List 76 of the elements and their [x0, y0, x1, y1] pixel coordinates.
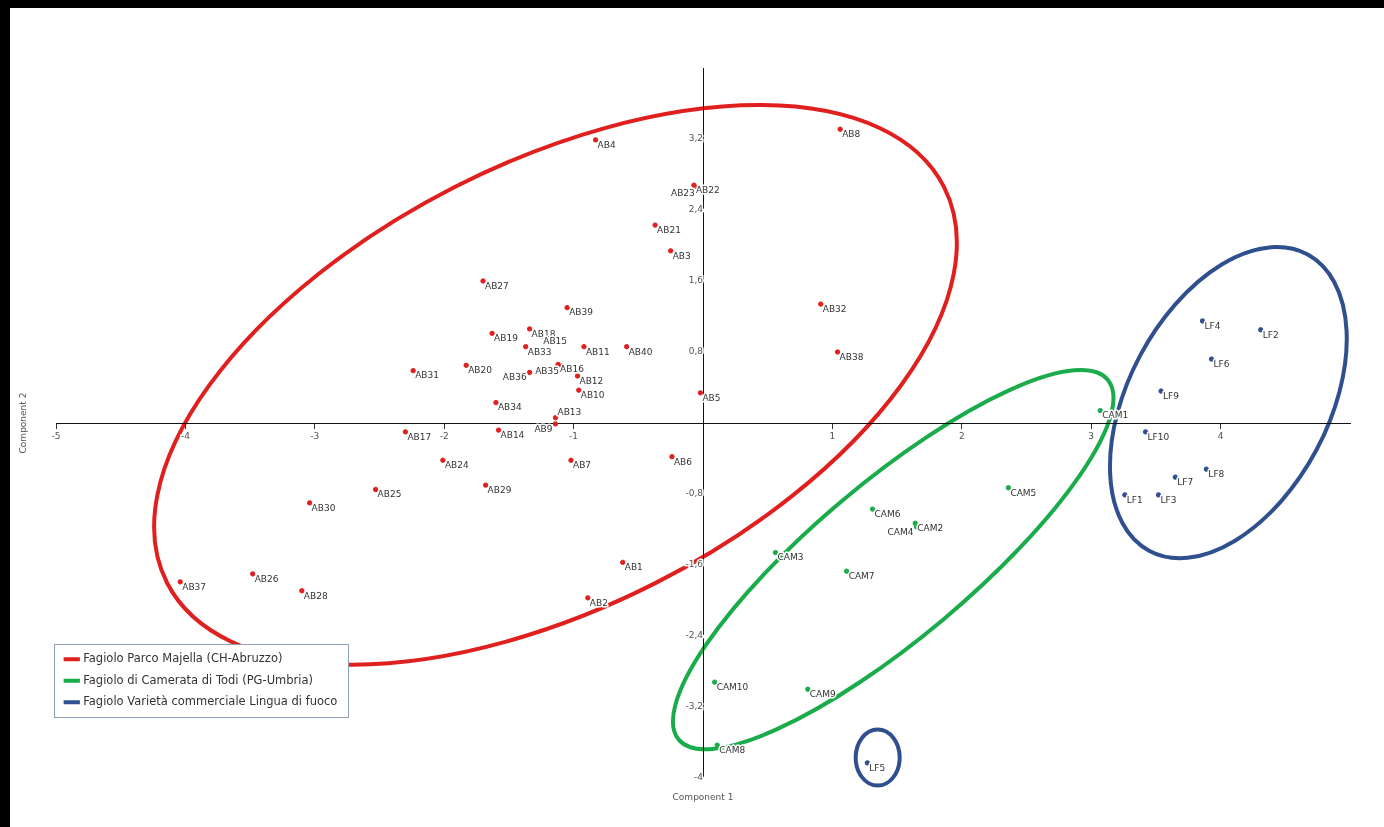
data-label: LF1 — [1126, 494, 1143, 505]
data-label: AB20 — [468, 365, 493, 376]
y-tick-label: -0,8 — [685, 488, 704, 499]
data-label: AB25 — [377, 489, 402, 500]
y-tick-label: 2,4 — [688, 204, 704, 215]
y-tick-label: -2,4 — [685, 630, 704, 641]
y-tick-label: 0,8 — [688, 346, 704, 357]
data-label: AB21 — [657, 224, 681, 235]
data-label: CAM2 — [917, 523, 944, 534]
y-tick-label: -3,2 — [685, 701, 703, 712]
data-label: AB27 — [485, 280, 509, 291]
data-label: AB4 — [597, 139, 616, 150]
data-label: AB31 — [415, 370, 439, 381]
data-label: AB33 — [527, 346, 552, 357]
data-label: AB34 — [497, 402, 523, 413]
x-tick-label: -5 — [51, 430, 61, 441]
data-label: AB6 — [673, 456, 693, 467]
data-label: AB29 — [487, 484, 512, 495]
data-label: LF10 — [1147, 431, 1170, 442]
data-label: AB38 — [839, 351, 864, 362]
legend-label: Fagiolo di Camerata di Todi (PG-Umbria) — [83, 672, 314, 687]
data-label: LF9 — [1163, 390, 1180, 401]
data-label: AB35 — [535, 366, 559, 377]
y-tick-label: -4 — [694, 772, 704, 783]
data-label: AB11 — [585, 346, 610, 357]
data-label: AB9 — [534, 423, 553, 434]
x-tick-label: -1 — [569, 430, 579, 441]
data-label: LF4 — [1204, 320, 1221, 331]
data-label: LF8 — [1208, 468, 1225, 479]
data-label: AB30 — [311, 502, 336, 513]
data-label: AB3 — [672, 250, 691, 261]
legend-label: Fagiolo Parco Majella (CH-Abruzzo) — [83, 651, 283, 666]
data-label: AB24 — [444, 460, 469, 471]
y-axis-title: Component 2 — [18, 392, 29, 454]
data-label: LF7 — [1177, 476, 1194, 487]
data-label: CAM8 — [719, 745, 746, 756]
data-label: CAM9 — [809, 689, 837, 700]
data-label: AB7 — [573, 460, 592, 471]
data-label: AB39 — [569, 307, 594, 318]
data-label: AB19 — [494, 333, 519, 344]
data-label: AB1 — [624, 562, 643, 573]
data-label: AB32 — [822, 303, 847, 314]
data-label: AB12 — [579, 375, 604, 386]
y-tick-label: 3,2 — [688, 133, 703, 144]
x-tick-label: -4 — [180, 430, 191, 441]
data-label: LF3 — [1160, 494, 1177, 505]
data-label: AB37 — [182, 581, 207, 592]
data-label: LF6 — [1213, 358, 1230, 369]
data-label: AB23 — [671, 187, 695, 198]
data-label: CAM4 — [887, 526, 914, 537]
x-tick-label: -2 — [439, 430, 449, 441]
data-label: AB14 — [500, 429, 525, 440]
legend-label: Fagiolo Varietà commerciale Lingua di fuoco — [83, 694, 338, 709]
x-tick-label: 1 — [829, 430, 836, 441]
data-label: AB16 — [560, 364, 585, 375]
x-tick-label: 4 — [1217, 430, 1224, 441]
data-label: CAM6 — [874, 508, 901, 519]
data-label: AB8 — [842, 129, 861, 140]
data-label: AB26 — [254, 573, 279, 584]
x-axis-title: Component 1 — [672, 792, 734, 803]
y-tick-label: 1,6 — [688, 275, 704, 286]
x-tick-label: 3 — [1088, 430, 1095, 441]
data-label: CAM10 — [716, 681, 749, 692]
data-label: AB2 — [589, 597, 608, 608]
data-label: AB10 — [580, 390, 605, 401]
x-tick-label: -3 — [310, 430, 320, 441]
data-label: LF2 — [1262, 329, 1279, 340]
data-label: AB13 — [557, 406, 582, 417]
data-label: AB40 — [628, 346, 653, 357]
x-tick-label: 2 — [958, 430, 965, 441]
data-label: AB17 — [407, 431, 432, 442]
data-label: AB36 — [502, 372, 527, 383]
data-label: LF5 — [869, 762, 886, 773]
data-label: CAM5 — [1010, 487, 1037, 498]
data-label: CAM7 — [848, 571, 875, 582]
data-label: AB28 — [303, 590, 328, 601]
